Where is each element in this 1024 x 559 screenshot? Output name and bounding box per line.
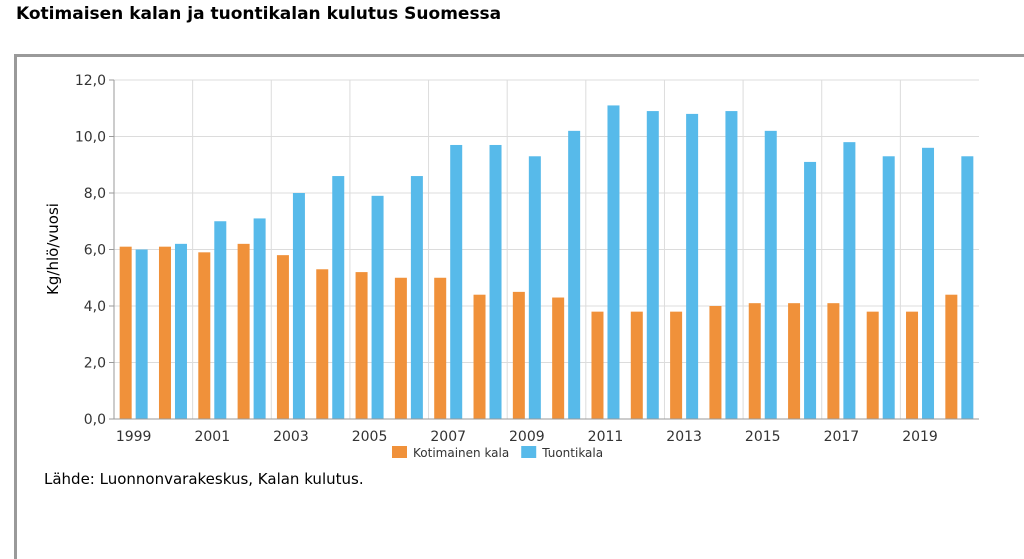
bar-tuontikala xyxy=(646,111,659,419)
x-tick-label: 2009 xyxy=(509,429,545,445)
x-tick-label: 2001 xyxy=(194,429,230,445)
x-tick-label: 2005 xyxy=(352,429,388,445)
bar-kotimainen-kala xyxy=(906,311,919,419)
y-tick-label: 10,0 xyxy=(75,130,106,146)
bar-tuontikala xyxy=(764,130,777,419)
bar-tuontikala xyxy=(332,176,345,419)
bar-tuontikala xyxy=(922,147,935,420)
y-tick-label: 6,0 xyxy=(84,243,106,259)
bar-tuontikala xyxy=(292,193,305,419)
bar-kotimainen-kala xyxy=(316,269,329,419)
bar-kotimainen-kala xyxy=(945,294,958,419)
bar-kotimainen-kala xyxy=(748,303,761,419)
bar-tuontikala xyxy=(568,130,581,419)
bar-tuontikala xyxy=(410,176,423,419)
bar-kotimainen-kala xyxy=(670,311,683,419)
bar-kotimainen-kala xyxy=(788,303,801,419)
y-tick-label: 4,0 xyxy=(84,299,106,315)
bar-kotimainen-kala xyxy=(866,311,879,419)
x-tick-label: 2011 xyxy=(588,429,624,445)
bar-kotimainen-kala xyxy=(827,303,840,419)
bar-tuontikala xyxy=(253,218,266,419)
x-tick-label: 2019 xyxy=(902,429,938,445)
bar-kotimainen-kala xyxy=(394,277,407,419)
legend: Kotimainen kala Tuontikala xyxy=(392,446,603,460)
bar-tuontikala xyxy=(804,161,817,420)
y-tick-label: 0,0 xyxy=(84,412,106,428)
legend-label: Kotimainen kala xyxy=(413,446,509,460)
y-tick-label: 2,0 xyxy=(84,356,106,372)
bar-kotimainen-kala xyxy=(276,255,289,419)
bar-tuontikala xyxy=(843,142,856,419)
bar-kotimainen-kala xyxy=(709,306,722,419)
bars xyxy=(119,105,974,420)
y-tick-label: 12,0 xyxy=(75,73,106,89)
bar-kotimainen-kala xyxy=(119,246,132,419)
legend-swatch xyxy=(392,446,407,458)
bar-tuontikala xyxy=(489,144,502,419)
bar-tuontikala xyxy=(371,195,384,419)
bar-kotimainen-kala xyxy=(512,291,525,419)
bar-tuontikala xyxy=(174,243,187,419)
bar-kotimainen-kala xyxy=(237,243,250,419)
bar-tuontikala xyxy=(450,144,463,419)
bar-kotimainen-kala xyxy=(158,246,171,419)
bar-tuontikala xyxy=(135,249,148,419)
y-tick-label: 8,0 xyxy=(84,186,106,202)
bar-kotimainen-kala xyxy=(355,272,368,419)
bar-tuontikala xyxy=(961,156,974,419)
source-note: Lähde: Luonnonvarakeskus, Kalan kulutus. xyxy=(44,470,364,488)
legend-swatch xyxy=(521,446,537,458)
x-tick-label: 2015 xyxy=(745,429,781,445)
x-tick-label: 2007 xyxy=(430,429,466,445)
x-tick-label: 1999 xyxy=(116,429,152,445)
y-axis-title: Kg/hlö/vuosi xyxy=(44,203,62,295)
bar-tuontikala xyxy=(528,156,541,419)
axes: 0,0 2,0 4,0 6,0 8,0 10,0 12,0 1999 2001 2003 2005 2… xyxy=(75,73,979,445)
bar-kotimainen-kala xyxy=(591,311,604,419)
bar-kotimainen-kala xyxy=(198,252,211,419)
bar-tuontikala xyxy=(686,113,699,420)
bar-kotimainen-kala xyxy=(630,311,643,419)
bar-tuontikala xyxy=(607,105,620,420)
bar-kotimainen-kala xyxy=(473,294,486,419)
x-tick-label: 2013 xyxy=(666,429,702,445)
legend-label: Tuontikala xyxy=(541,446,603,460)
bar-kotimainen-kala xyxy=(552,297,565,419)
x-tick-label: 2017 xyxy=(824,429,860,445)
bar-kotimainen-kala xyxy=(434,277,447,419)
bar-tuontikala xyxy=(214,221,227,419)
bar-tuontikala xyxy=(882,156,895,419)
bar-tuontikala xyxy=(725,111,738,419)
x-tick-label: 2003 xyxy=(273,429,309,445)
page-title: Kotimaisen kalan ja tuontikalan kulutus … xyxy=(16,4,502,24)
